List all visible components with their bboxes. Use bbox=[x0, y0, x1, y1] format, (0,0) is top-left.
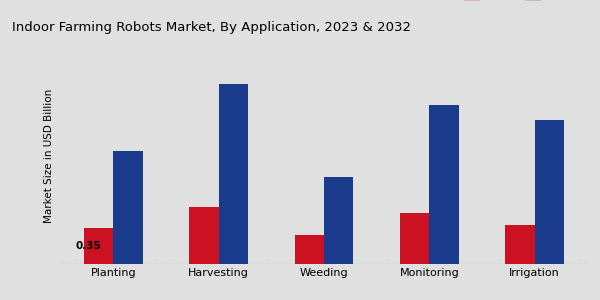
Text: Indoor Farming Robots Market, By Application, 2023 & 2032: Indoor Farming Robots Market, By Applica… bbox=[12, 21, 411, 34]
Bar bbox=[535, 120, 564, 264]
Bar bbox=[295, 235, 324, 264]
Bar bbox=[113, 151, 143, 264]
Bar bbox=[324, 177, 353, 264]
Text: 0.35: 0.35 bbox=[76, 241, 101, 251]
Bar bbox=[400, 213, 429, 264]
Bar bbox=[505, 225, 535, 264]
Bar bbox=[219, 84, 248, 264]
Bar bbox=[84, 228, 113, 264]
Bar bbox=[189, 207, 219, 264]
Legend: 2023, 2032: 2023, 2032 bbox=[459, 0, 583, 4]
Y-axis label: Market Size in USD Billion: Market Size in USD Billion bbox=[44, 89, 55, 223]
Bar bbox=[429, 105, 459, 264]
